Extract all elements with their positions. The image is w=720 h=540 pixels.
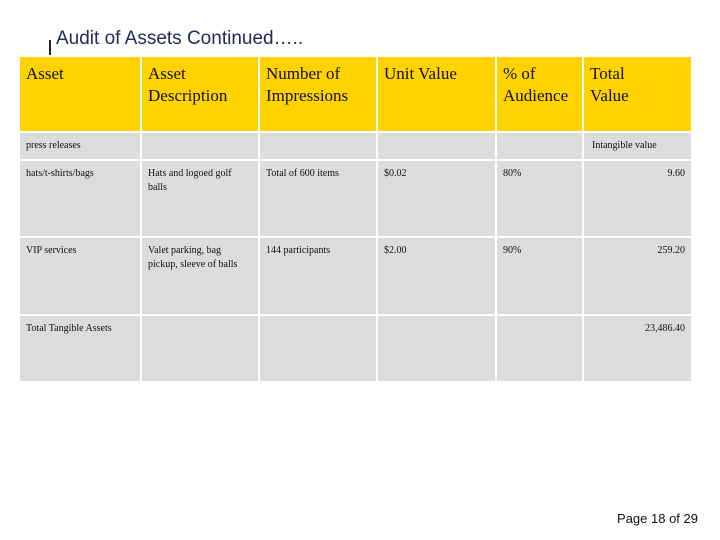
- table-cell: $2.00: [376, 236, 497, 316]
- table-cell: $0.02: [376, 159, 497, 238]
- table-cell: 90%: [495, 236, 584, 316]
- table-cell: 9.60: [582, 159, 693, 238]
- column-header-text: Total Value: [590, 64, 629, 105]
- column-header-text: % of Audience: [503, 64, 569, 105]
- table-cell: Total of 600 items: [258, 159, 378, 238]
- table-cell: [376, 314, 497, 383]
- column-header: % of Audience: [495, 55, 584, 133]
- column-header-text: Unit Value: [384, 64, 457, 83]
- table-cell: [140, 314, 260, 383]
- table-cell: 259.20: [582, 236, 693, 316]
- table-row: VIP services Valet parking, bag pickup, s…: [18, 236, 693, 316]
- table-cell: [258, 131, 378, 161]
- column-header-text: Asset: [26, 64, 64, 83]
- header-row: Asset Asset Description Number of Impressi…: [18, 55, 693, 133]
- table-row: Total Tangible Assets 23,486.40: [18, 314, 693, 383]
- table-cell: 80%: [495, 159, 584, 238]
- table-cell: [495, 131, 584, 161]
- table-cell: press releases: [18, 131, 142, 161]
- table-cell: Intangible value: [582, 131, 693, 161]
- table-cell: 144 participants: [258, 236, 378, 316]
- table-cell: [376, 131, 497, 161]
- column-header: Total Value: [582, 55, 693, 133]
- column-header: Number of Impressions: [258, 55, 378, 133]
- page-number: Page 18 of 29: [617, 511, 698, 526]
- table-cell: [258, 314, 378, 383]
- table-cell: [140, 131, 260, 161]
- table-cell: Total Tangible Assets: [18, 314, 142, 383]
- table-cell: VIP services: [18, 236, 142, 316]
- title-bar: [49, 40, 51, 60]
- column-header-text: Asset Description: [148, 64, 228, 105]
- title: Audit of Assets Continued…..: [56, 28, 304, 49]
- column-header: Asset Description: [140, 55, 260, 133]
- column-header: Unit Value: [376, 55, 497, 133]
- column-header-text: Number of Impressions: [266, 64, 349, 105]
- table-cell: Valet parking, bag pickup, sleeve of bal…: [140, 236, 260, 316]
- table-row: press releases Intangible value: [18, 131, 693, 161]
- table-cell: hats/t-shirts/bags: [18, 159, 142, 238]
- column-header: Asset: [18, 55, 142, 133]
- table-row: hats/t-shirts/bags Hats and logoed golf b…: [18, 159, 693, 238]
- table-cell: 23,486.40: [582, 314, 693, 383]
- asset-table: Asset Asset Description Number of Impressi…: [18, 55, 693, 383]
- table-cell: [495, 314, 584, 383]
- table-cell: Hats and logoed golf balls: [140, 159, 260, 238]
- table-body: press releases Intangible value hats/t-shi…: [18, 131, 693, 383]
